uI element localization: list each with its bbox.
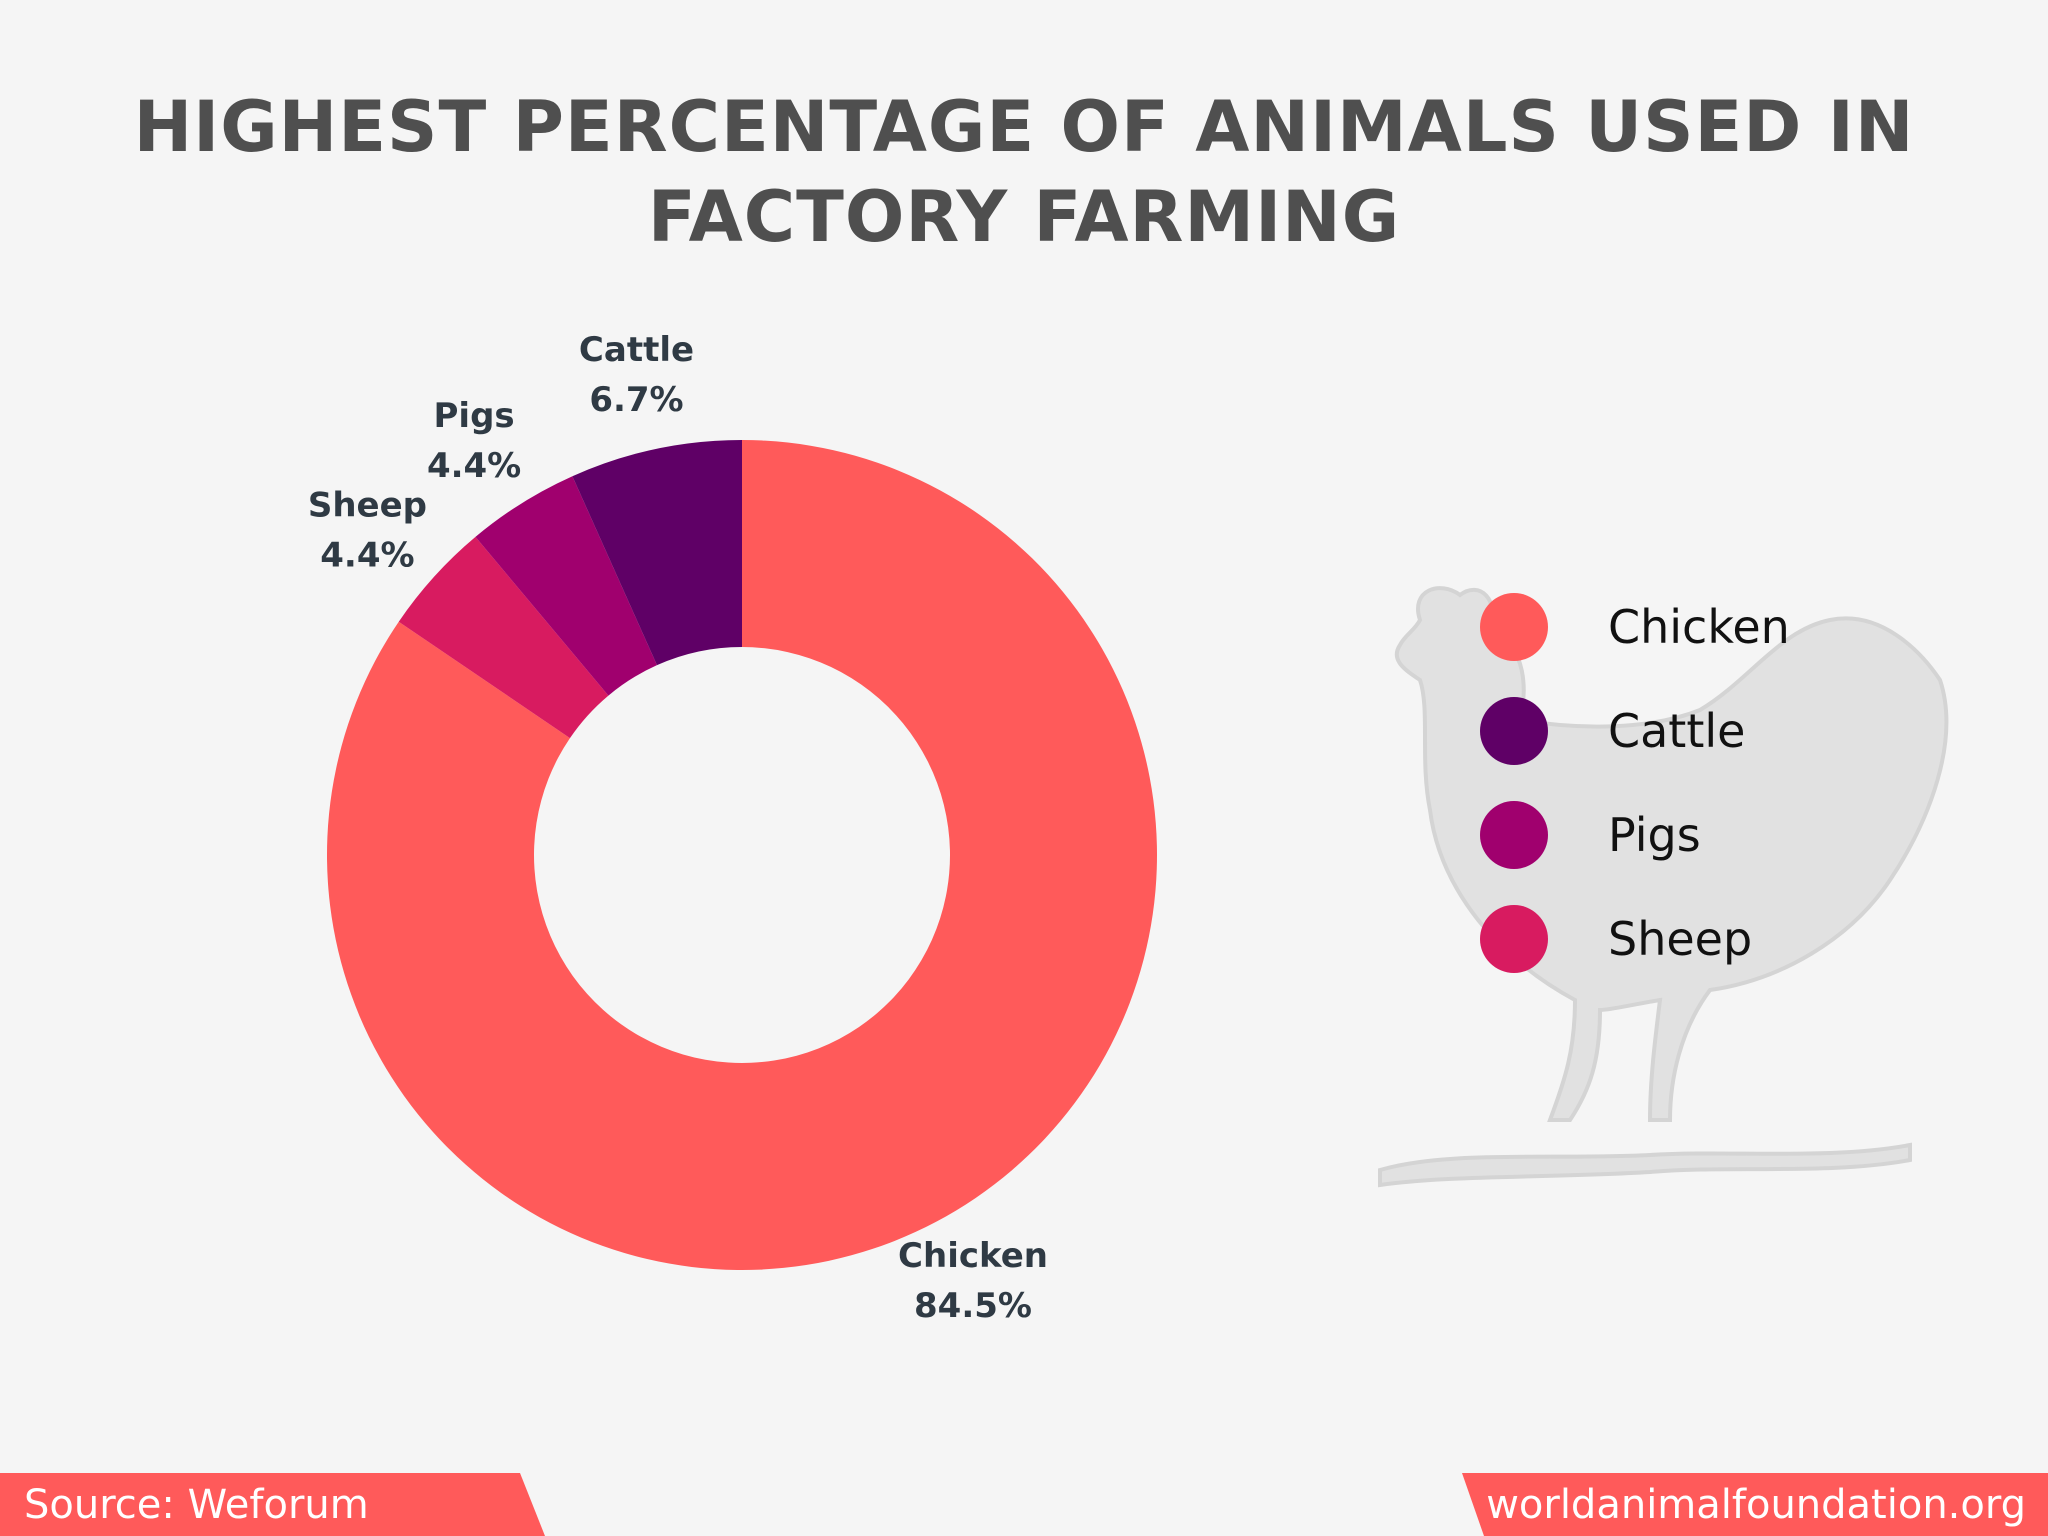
slice-label-pigs: Pigs (434, 396, 515, 436)
legend-label-sheep: Sheep (1608, 912, 1753, 966)
legend-item-chicken: Chicken (1480, 575, 1790, 679)
legend-swatch-cattle (1480, 697, 1548, 765)
legend-item-cattle: Cattle (1480, 679, 1790, 783)
legend-swatch-pigs (1480, 801, 1548, 869)
chart-legend: Chicken Cattle Pigs Sheep (1480, 575, 1790, 991)
slice-pigs (475, 476, 658, 696)
footer-site-link[interactable]: worldanimalfoundation.org (1486, 1482, 2026, 1528)
slice-label-cattle: Cattle (579, 330, 694, 370)
footer-site-bar (1462, 1473, 2048, 1536)
slice-label-sheep: Sheep (308, 485, 427, 525)
slice-value-pigs: 4.4% (427, 446, 521, 486)
footer-source: Source: Weforum (24, 1482, 369, 1528)
slice-sheep (398, 536, 609, 739)
slice-value-cattle: 6.7% (589, 380, 683, 420)
chart-title-line-2: FACTORY FARMING (647, 176, 1401, 258)
slice-value-sheep: 4.4% (320, 535, 414, 575)
chart-title: HIGHEST PERCENTAGE OF ANIMALS USED IN FA… (0, 82, 2048, 262)
chicken-illustration (1378, 586, 1949, 1188)
slice-label-chicken: Chicken (898, 1236, 1048, 1276)
legend-label-chicken: Chicken (1608, 600, 1790, 654)
legend-item-sheep: Sheep (1480, 887, 1790, 991)
legend-label-cattle: Cattle (1608, 704, 1746, 758)
legend-label-pigs: Pigs (1608, 808, 1701, 862)
legend-swatch-chicken (1480, 593, 1548, 661)
chart-title-line-1: HIGHEST PERCENTAGE OF ANIMALS USED IN (133, 86, 1915, 168)
footer-source-bar (0, 1473, 545, 1536)
slice-value-chicken: 84.5% (914, 1286, 1032, 1326)
slice-chicken (327, 440, 1158, 1270)
legend-swatch-sheep (1480, 905, 1548, 973)
slice-cattle (572, 440, 742, 666)
legend-item-pigs: Pigs (1480, 783, 1790, 887)
